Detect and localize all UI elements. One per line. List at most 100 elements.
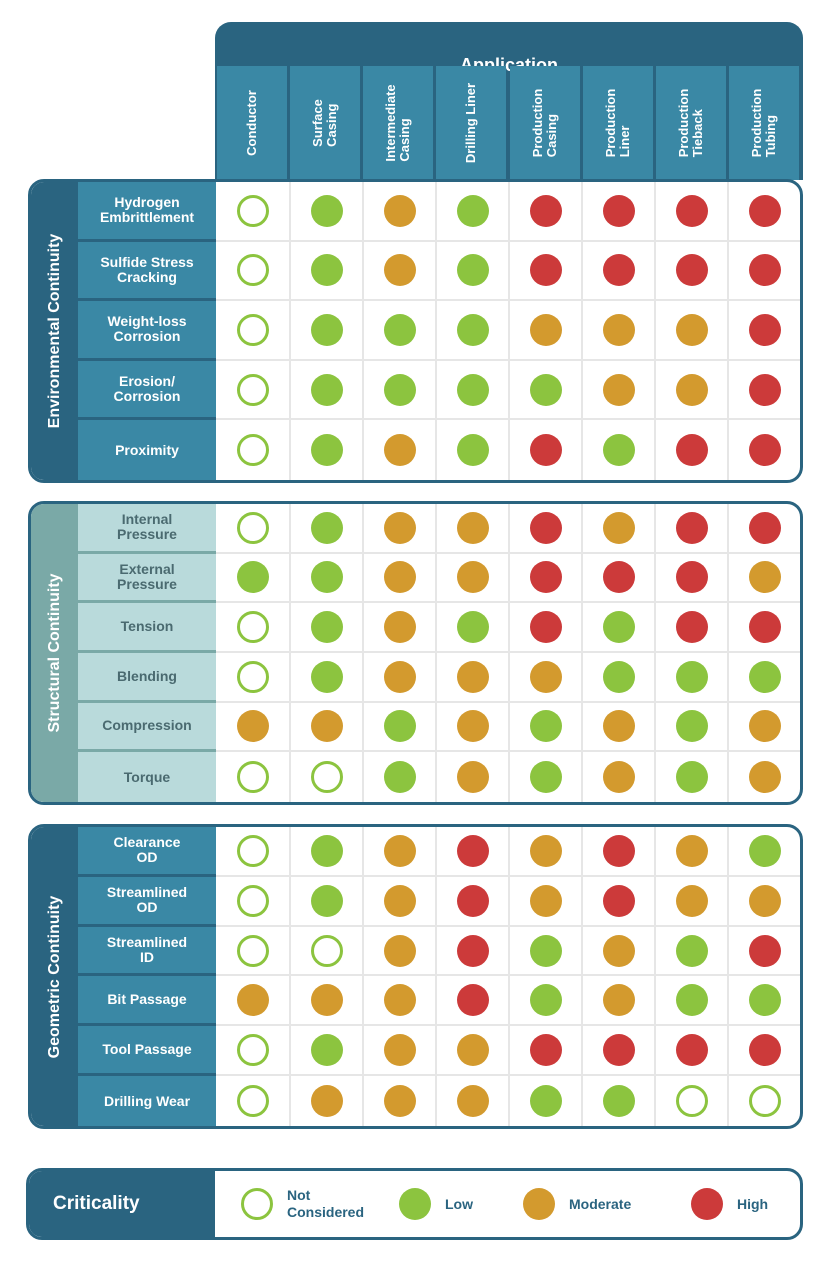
criticality-dot-low <box>310 254 343 287</box>
criticality-cell <box>508 1076 581 1126</box>
criticality-cell <box>654 553 727 604</box>
criticality-dot-moderate <box>675 834 708 867</box>
criticality-dot-low <box>529 761 562 794</box>
criticality-cell <box>654 752 727 802</box>
row-label: Hydrogen Embrittlement <box>78 182 216 242</box>
criticality-cell <box>727 182 800 242</box>
row-label: Torque <box>78 752 216 802</box>
criticality-dot-low <box>602 611 635 644</box>
column-header-label: Production Liner <box>603 88 632 158</box>
criticality-cell <box>289 653 362 703</box>
criticality-dot-high <box>529 561 562 594</box>
criticality-cell <box>289 876 362 927</box>
criticality-dot-high <box>748 194 781 227</box>
criticality-dot-low <box>675 761 708 794</box>
criticality-dot-moderate <box>383 254 416 287</box>
column-header-label: Intermediate Casing <box>383 84 412 162</box>
criticality-cell <box>654 360 727 421</box>
legend-label: Moderate <box>569 1195 632 1212</box>
criticality-cell <box>508 702 581 753</box>
criticality-dot-not-considered <box>236 884 269 917</box>
legend-title: Criticality <box>53 1193 140 1214</box>
criticality-cell <box>435 702 508 753</box>
row-label: Tension <box>78 603 216 653</box>
criticality-cell <box>362 827 435 877</box>
row-label: Streamlined ID <box>78 926 216 977</box>
row-label: Drilling Wear <box>78 1076 216 1126</box>
row-label: Blending <box>78 653 216 703</box>
criticality-dot-low <box>602 660 635 693</box>
criticality-cell <box>362 504 435 554</box>
criticality-cell <box>435 420 508 480</box>
criticality-dot-moderate <box>383 561 416 594</box>
legend-label: Not Considered <box>287 1187 365 1220</box>
column-header: Production Liner <box>583 66 653 180</box>
criticality-dot-moderate <box>456 561 489 594</box>
criticality-dot-not-considered <box>236 434 269 467</box>
column-header: Drilling Liner <box>436 66 506 180</box>
criticality-cell <box>727 603 800 653</box>
criticality-cell <box>435 553 508 604</box>
criticality-dot-low <box>529 710 562 743</box>
criticality-dot-low <box>675 710 708 743</box>
row-label: Bit Passage <box>78 976 216 1027</box>
criticality-cell <box>727 876 800 927</box>
criticality-cell <box>362 420 435 480</box>
criticality-dot-high <box>675 194 708 227</box>
criticality-dot-low <box>456 254 489 287</box>
criticality-dot-low <box>602 434 635 467</box>
row-label: Tool Passage <box>78 1026 216 1077</box>
criticality-cell <box>289 301 362 361</box>
criticality-cell <box>508 653 581 703</box>
criticality-dot-moderate <box>456 660 489 693</box>
criticality-dot-low <box>383 761 416 794</box>
legend-item-high: High <box>691 1171 768 1237</box>
criticality-cell <box>654 603 727 653</box>
criticality-cell <box>727 301 800 361</box>
criticality-cell <box>289 360 362 421</box>
criticality-dot-not-considered <box>236 1034 269 1067</box>
criticality-cell <box>216 703 289 753</box>
criticality-dot-low <box>529 1085 562 1118</box>
criticality-cell <box>654 876 727 927</box>
criticality-cell <box>435 653 508 703</box>
criticality-cell <box>216 1076 289 1126</box>
environmental-section-title: Environmental Continuity <box>45 233 63 429</box>
criticality-cell <box>508 603 581 653</box>
criticality-dot-low <box>456 373 489 406</box>
criticality-cell <box>362 752 435 802</box>
column-header-label: Drilling Liner <box>463 82 478 164</box>
column-header: Surface Casing <box>290 66 360 180</box>
criticality-dot-not-considered <box>236 834 269 867</box>
criticality-cell <box>654 827 727 877</box>
criticality-cell <box>508 976 581 1027</box>
criticality-cell <box>435 976 508 1027</box>
criticality-dot-moderate <box>602 984 635 1017</box>
criticality-cell <box>216 877 289 927</box>
criticality-cell <box>435 827 508 877</box>
row-label: Clearance OD <box>78 827 216 877</box>
criticality-dot-low <box>675 660 708 693</box>
row-label: Sulfide Stress Cracking <box>78 241 216 302</box>
criticality-cell <box>581 653 654 703</box>
criticality-cell <box>727 752 800 802</box>
environmental-grid: Hydrogen Embrittlement Sulfide Stress Cra… <box>78 182 800 480</box>
criticality-dot-not-considered <box>675 1085 708 1118</box>
criticality-dot-not-considered <box>236 660 269 693</box>
criticality-cell <box>727 420 800 480</box>
criticality-cell <box>289 926 362 977</box>
criticality-dot-low <box>529 934 562 967</box>
criticality-cell <box>508 182 581 242</box>
criticality-dot-moderate <box>529 884 562 917</box>
criticality-cell <box>435 301 508 361</box>
criticality-dot-not-considered <box>310 761 343 794</box>
legend-item-moderate: Moderate <box>523 1171 631 1237</box>
criticality-dot-moderate <box>748 710 781 743</box>
criticality-dot-moderate <box>456 710 489 743</box>
geometric-grid: Clearance OD Streamlined OD Streamlined ID… <box>78 827 800 1126</box>
criticality-cell <box>654 926 727 977</box>
criticality-dot-not-considered <box>236 1085 269 1118</box>
criticality-cell <box>289 752 362 802</box>
criticality-dot-moderate <box>383 660 416 693</box>
criticality-dot-moderate <box>602 511 635 544</box>
